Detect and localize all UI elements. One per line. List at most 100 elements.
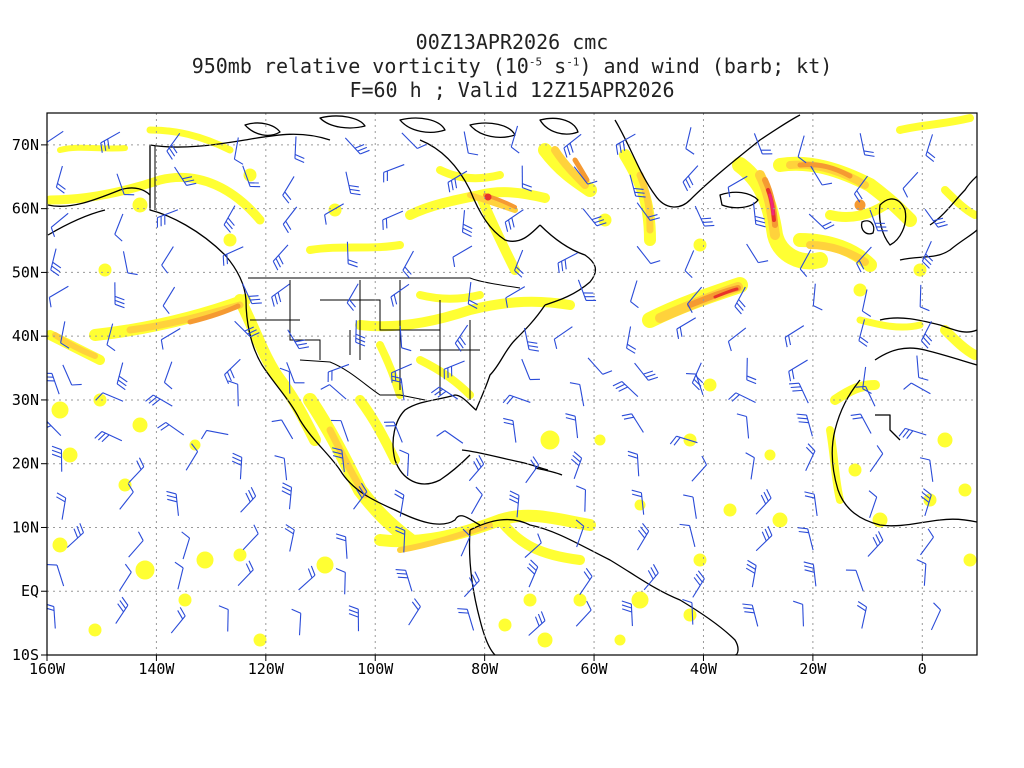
lon-label: 60W <box>581 660 609 678</box>
wind-barb <box>274 455 288 481</box>
map-frame <box>46 112 978 656</box>
wind-barb <box>514 249 524 278</box>
wind-barb <box>234 320 260 338</box>
wind-barb <box>163 361 173 390</box>
wind-barb <box>684 250 695 278</box>
wind-barb <box>50 212 69 237</box>
title-line-1: 00Z13APR2026 cmc <box>415 30 609 54</box>
wind-barb <box>382 210 404 230</box>
wind-barb <box>298 565 316 591</box>
wind-barb <box>930 602 942 631</box>
wind-barb <box>503 417 517 443</box>
wind-barb <box>460 528 471 557</box>
wind-barb <box>47 563 65 587</box>
wind-barb <box>745 559 757 588</box>
wind-barb <box>920 488 932 517</box>
wind-barb <box>66 523 85 548</box>
wind-barbs <box>47 125 948 636</box>
wind-barb <box>452 245 473 268</box>
wind-barb <box>463 131 479 156</box>
wind-barb <box>509 490 520 518</box>
wind-barb <box>521 358 540 381</box>
wind-barb <box>627 450 640 477</box>
wind-barb <box>803 561 817 587</box>
wind-barb <box>679 523 696 547</box>
wind-barb <box>630 280 639 309</box>
wind-barb <box>612 381 639 398</box>
wind-barb <box>401 132 427 149</box>
wind-barb <box>505 286 526 308</box>
wind-barb <box>577 279 597 301</box>
wind-barb <box>470 486 483 515</box>
wind-barb <box>348 605 360 632</box>
wind-barb <box>621 413 644 433</box>
wind-barb <box>728 392 756 404</box>
wind-barb <box>636 245 661 265</box>
wind-barb <box>686 286 703 313</box>
wind-barb <box>174 166 197 186</box>
wind-barb <box>157 421 185 436</box>
wind-barb <box>443 360 465 380</box>
title-line-2: 950mb relative vorticity (10-5 s-1) and … <box>191 54 833 78</box>
wind-barb <box>454 324 469 352</box>
wind-barb <box>925 134 936 162</box>
wind-barb <box>48 285 69 308</box>
wind-barb <box>629 174 646 198</box>
wind-barb <box>224 358 241 384</box>
lat-label: 50N <box>12 263 39 281</box>
wind-barb <box>746 357 757 385</box>
wind-barb <box>116 362 128 391</box>
wind-barb <box>636 202 660 221</box>
wind-barb <box>56 492 67 520</box>
wind-barb <box>796 413 813 437</box>
wind-barb <box>685 127 695 155</box>
wind-barb <box>355 320 366 347</box>
coastlines <box>47 114 977 655</box>
wind-barb <box>119 563 132 591</box>
wind-barb <box>55 165 66 194</box>
wind-barb <box>920 320 933 349</box>
wind-barb <box>272 244 289 271</box>
wind-barb <box>145 394 173 407</box>
wind-barb <box>727 175 748 198</box>
wind-barb <box>335 533 348 559</box>
wind-barb <box>282 206 298 234</box>
wind-barb <box>430 386 459 400</box>
wind-barb <box>395 569 413 592</box>
wind-barb <box>919 457 934 482</box>
wind-barb <box>575 519 585 548</box>
wind-barb <box>282 176 295 204</box>
wind-barb <box>284 524 295 552</box>
wind-barb <box>736 413 750 439</box>
wind-barb <box>185 443 199 471</box>
wind-barb <box>573 166 598 185</box>
wind-barb <box>694 205 715 227</box>
lat-label: 10N <box>12 518 39 536</box>
wind-barb <box>683 494 697 519</box>
wind-barb <box>128 531 144 558</box>
lon-label: 40W <box>690 660 718 678</box>
wind-barb <box>523 327 539 352</box>
wind-barb <box>114 213 124 242</box>
wind-barb <box>160 328 181 350</box>
map-title: 00Z13APR2026 cmc 950mb relative vorticit… <box>0 30 1024 102</box>
wind-barb <box>570 451 583 480</box>
lon-label: 20W <box>799 660 827 678</box>
wind-barb <box>686 373 704 396</box>
wind-barb <box>461 210 473 237</box>
wind-barb <box>119 483 134 510</box>
wind-barb <box>281 482 293 510</box>
wind-barb <box>94 430 123 443</box>
wind-barb <box>174 561 184 590</box>
wind-barb <box>563 133 582 158</box>
wind-barb <box>170 607 186 634</box>
wind-barb <box>291 608 302 636</box>
wind-barb <box>114 282 125 309</box>
wind-barb <box>919 284 930 312</box>
wind-barb <box>746 243 769 264</box>
wind-barb <box>51 445 63 472</box>
wind-barb <box>47 130 64 154</box>
wind-barb <box>287 329 309 350</box>
wind-barb <box>868 490 878 519</box>
